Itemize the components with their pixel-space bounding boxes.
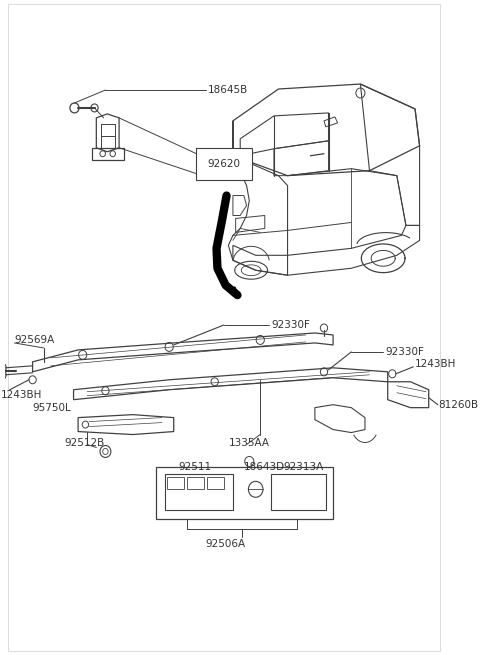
Bar: [271, 474, 326, 510]
FancyBboxPatch shape: [195, 148, 252, 179]
Text: 92511: 92511: [178, 462, 211, 472]
Bar: [207, 477, 224, 489]
Text: 92569A: 92569A: [14, 335, 55, 345]
Text: 92512B: 92512B: [64, 438, 105, 447]
Text: 95750L: 95750L: [33, 403, 72, 413]
Bar: [165, 474, 233, 510]
Bar: [156, 468, 333, 519]
Text: 18643D: 18643D: [244, 462, 285, 472]
Text: 1243BH: 1243BH: [415, 359, 456, 369]
Text: 92620: 92620: [207, 159, 240, 169]
Text: 92313A: 92313A: [283, 462, 323, 472]
Text: 81260B: 81260B: [438, 400, 478, 409]
Text: 1335AA: 1335AA: [228, 438, 269, 447]
Text: 18645B: 18645B: [207, 85, 248, 95]
Bar: [168, 477, 184, 489]
Text: 92506A: 92506A: [205, 539, 246, 549]
Text: 92330F: 92330F: [385, 347, 424, 357]
Bar: [187, 477, 204, 489]
Text: 1243BH: 1243BH: [0, 390, 42, 400]
Text: 92330F: 92330F: [271, 320, 310, 330]
